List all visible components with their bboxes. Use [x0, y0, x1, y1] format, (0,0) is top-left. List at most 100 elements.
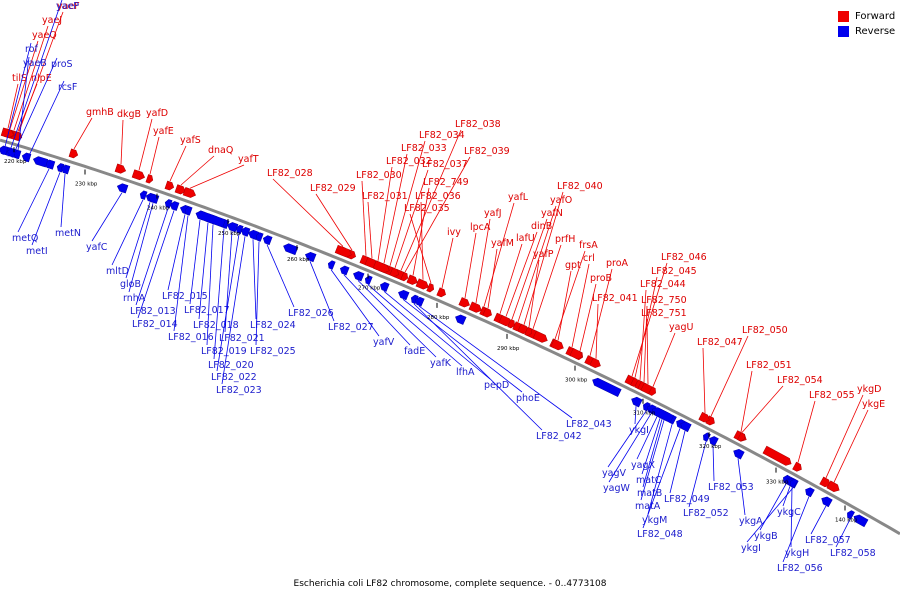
leader-line — [669, 430, 686, 494]
leader-line — [641, 418, 661, 475]
leader-line — [213, 228, 225, 360]
leader-line — [255, 241, 260, 346]
legend-reverse: Reverse — [838, 24, 895, 39]
leader-line — [631, 262, 668, 377]
tick-label: 290 kbp — [497, 346, 520, 352]
reverse-gene — [631, 396, 643, 408]
forward-gene — [334, 244, 352, 258]
leader-line — [189, 164, 245, 189]
reverse-gene — [643, 402, 651, 412]
leader-line — [589, 268, 613, 356]
reverse-gene-label: ykgM — [642, 515, 667, 526]
forward-gene — [569, 347, 583, 360]
forward-gene-label: LF82_028 — [267, 168, 313, 179]
reverse-gene-label: LF82_018 — [193, 320, 239, 331]
leader-line — [400, 129, 462, 271]
reverse-gene-label: fadE — [404, 346, 425, 357]
tick-label: 260 kbp — [287, 257, 310, 263]
leader-line — [252, 239, 257, 320]
legend-forward-label: Forward — [855, 11, 896, 22]
forward-gene-label: gmhB — [86, 107, 114, 118]
forward-gene-label: LF82_751 — [641, 308, 687, 319]
leader-line — [138, 118, 153, 171]
reverse-gene — [415, 296, 425, 307]
forward-gene-label: dkgB — [117, 109, 141, 120]
leader-line — [523, 191, 564, 325]
reverse-gene — [410, 294, 419, 305]
reverse-gene — [235, 224, 244, 235]
leader-line — [180, 155, 215, 186]
reverse-gene — [139, 190, 148, 200]
leader-line — [389, 140, 426, 266]
leader-line — [272, 178, 344, 247]
reverse-gene-label: yafC — [86, 242, 108, 253]
forward-gene-label: yafJ — [484, 208, 502, 219]
tick-label: 310 kbp — [633, 411, 656, 417]
reverse-gene-label: yagX — [631, 460, 655, 471]
reverse-gene — [709, 436, 719, 447]
leader-line — [710, 335, 749, 417]
reverse-gene-label: ykgB — [754, 531, 778, 542]
reverse-gene-label: LF82_049 — [664, 494, 710, 505]
reverse-gene-label: ykgI — [741, 543, 761, 554]
reverse-gene-label: yaeP — [56, 1, 79, 12]
forward-gene-label: lafU — [516, 233, 535, 244]
forward-gene-label: LF82_033 — [401, 143, 447, 154]
forward-gene-label: LF82_032 — [386, 156, 432, 167]
reverse-gene-label: ykgA — [739, 516, 763, 527]
reverse-gene — [651, 407, 674, 424]
forward-gene — [389, 267, 399, 278]
reverse-gene — [790, 478, 798, 489]
forward-gene — [145, 174, 154, 184]
forward-gene-label: lpcA — [470, 222, 491, 233]
leader-line — [642, 428, 681, 529]
forward-gene-label: tilS — [12, 73, 27, 84]
reverse-gene-label: yafK — [430, 358, 452, 369]
forward-gene — [698, 411, 710, 423]
forward-gene-label: yafN — [541, 208, 563, 219]
leader-line — [16, 56, 30, 160]
reverse-gene-label: ykgC — [777, 507, 801, 518]
forward-gene — [372, 260, 390, 274]
reverse-gene-label: LF82_020 — [208, 360, 254, 371]
leader-line — [746, 487, 794, 543]
leader-line — [125, 202, 151, 279]
leader-line — [357, 280, 437, 358]
leader-line — [383, 290, 491, 380]
tick-label: 280 kbp — [427, 315, 450, 321]
leader-line — [483, 202, 515, 307]
leader-line — [367, 201, 373, 259]
reverse-gene-label: LF82_042 — [536, 431, 582, 442]
leader-line — [189, 219, 201, 305]
forward-gene — [406, 274, 418, 285]
reverse-gene-label: LF82_053 — [708, 482, 754, 493]
leader-line — [505, 231, 538, 317]
leader-line — [9, 40, 39, 130]
forward-gene-label: LF82_750 — [641, 295, 687, 306]
leader-line — [404, 156, 471, 273]
gene-labels: yaeF yaeJ yaeQ tilS nlpE gmhB dkgB yafD yafE yafS… — [2, 0, 885, 574]
leader-line — [607, 410, 647, 468]
leader-line — [532, 244, 562, 330]
forward-gene-label: LF82_050 — [742, 325, 788, 336]
leader-line — [737, 458, 746, 516]
reverse-gene-label: LF82_021 — [219, 333, 265, 344]
reverse-gene — [398, 289, 410, 301]
leader-line — [73, 117, 93, 150]
reverse-gene — [184, 206, 193, 216]
reverse-gene-label: LF82_026 — [288, 308, 334, 319]
forward-gene-label: LF82_036 — [415, 191, 461, 202]
leader-line — [790, 487, 793, 548]
reverse-gene — [592, 377, 622, 397]
leader-line — [13, 25, 49, 131]
leader-line — [652, 332, 676, 387]
leader-line — [7, 83, 19, 129]
leader-line — [759, 483, 787, 531]
leader-line — [169, 145, 187, 182]
forward-gene-label: LF82_031 — [362, 191, 408, 202]
forward-gene — [737, 432, 745, 442]
leader-line — [216, 234, 240, 372]
leader-line — [60, 173, 66, 228]
map-caption: Escherichia coli LF82 chromosome, comple… — [293, 579, 607, 589]
leader-line — [782, 496, 810, 563]
